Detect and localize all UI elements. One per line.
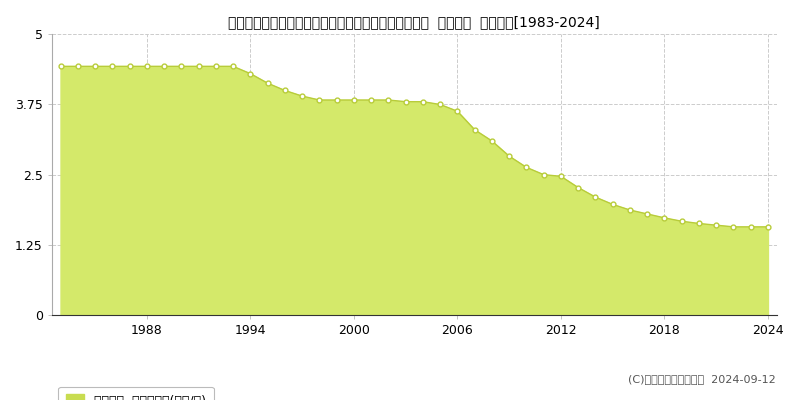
Legend: 地価公示  平均坪単価(万円/坪): 地価公示 平均坪単価(万円/坪) [58,387,214,400]
Title: 青森県南津軽郡田舎館村大字大根子字村立６０番１外  地価公示  地価推移[1983-2024]: 青森県南津軽郡田舎館村大字大根子字村立６０番１外 地価公示 地価推移[1983-… [228,15,600,29]
Text: (C)土地価格ドットコム  2024-09-12: (C)土地価格ドットコム 2024-09-12 [628,374,776,384]
